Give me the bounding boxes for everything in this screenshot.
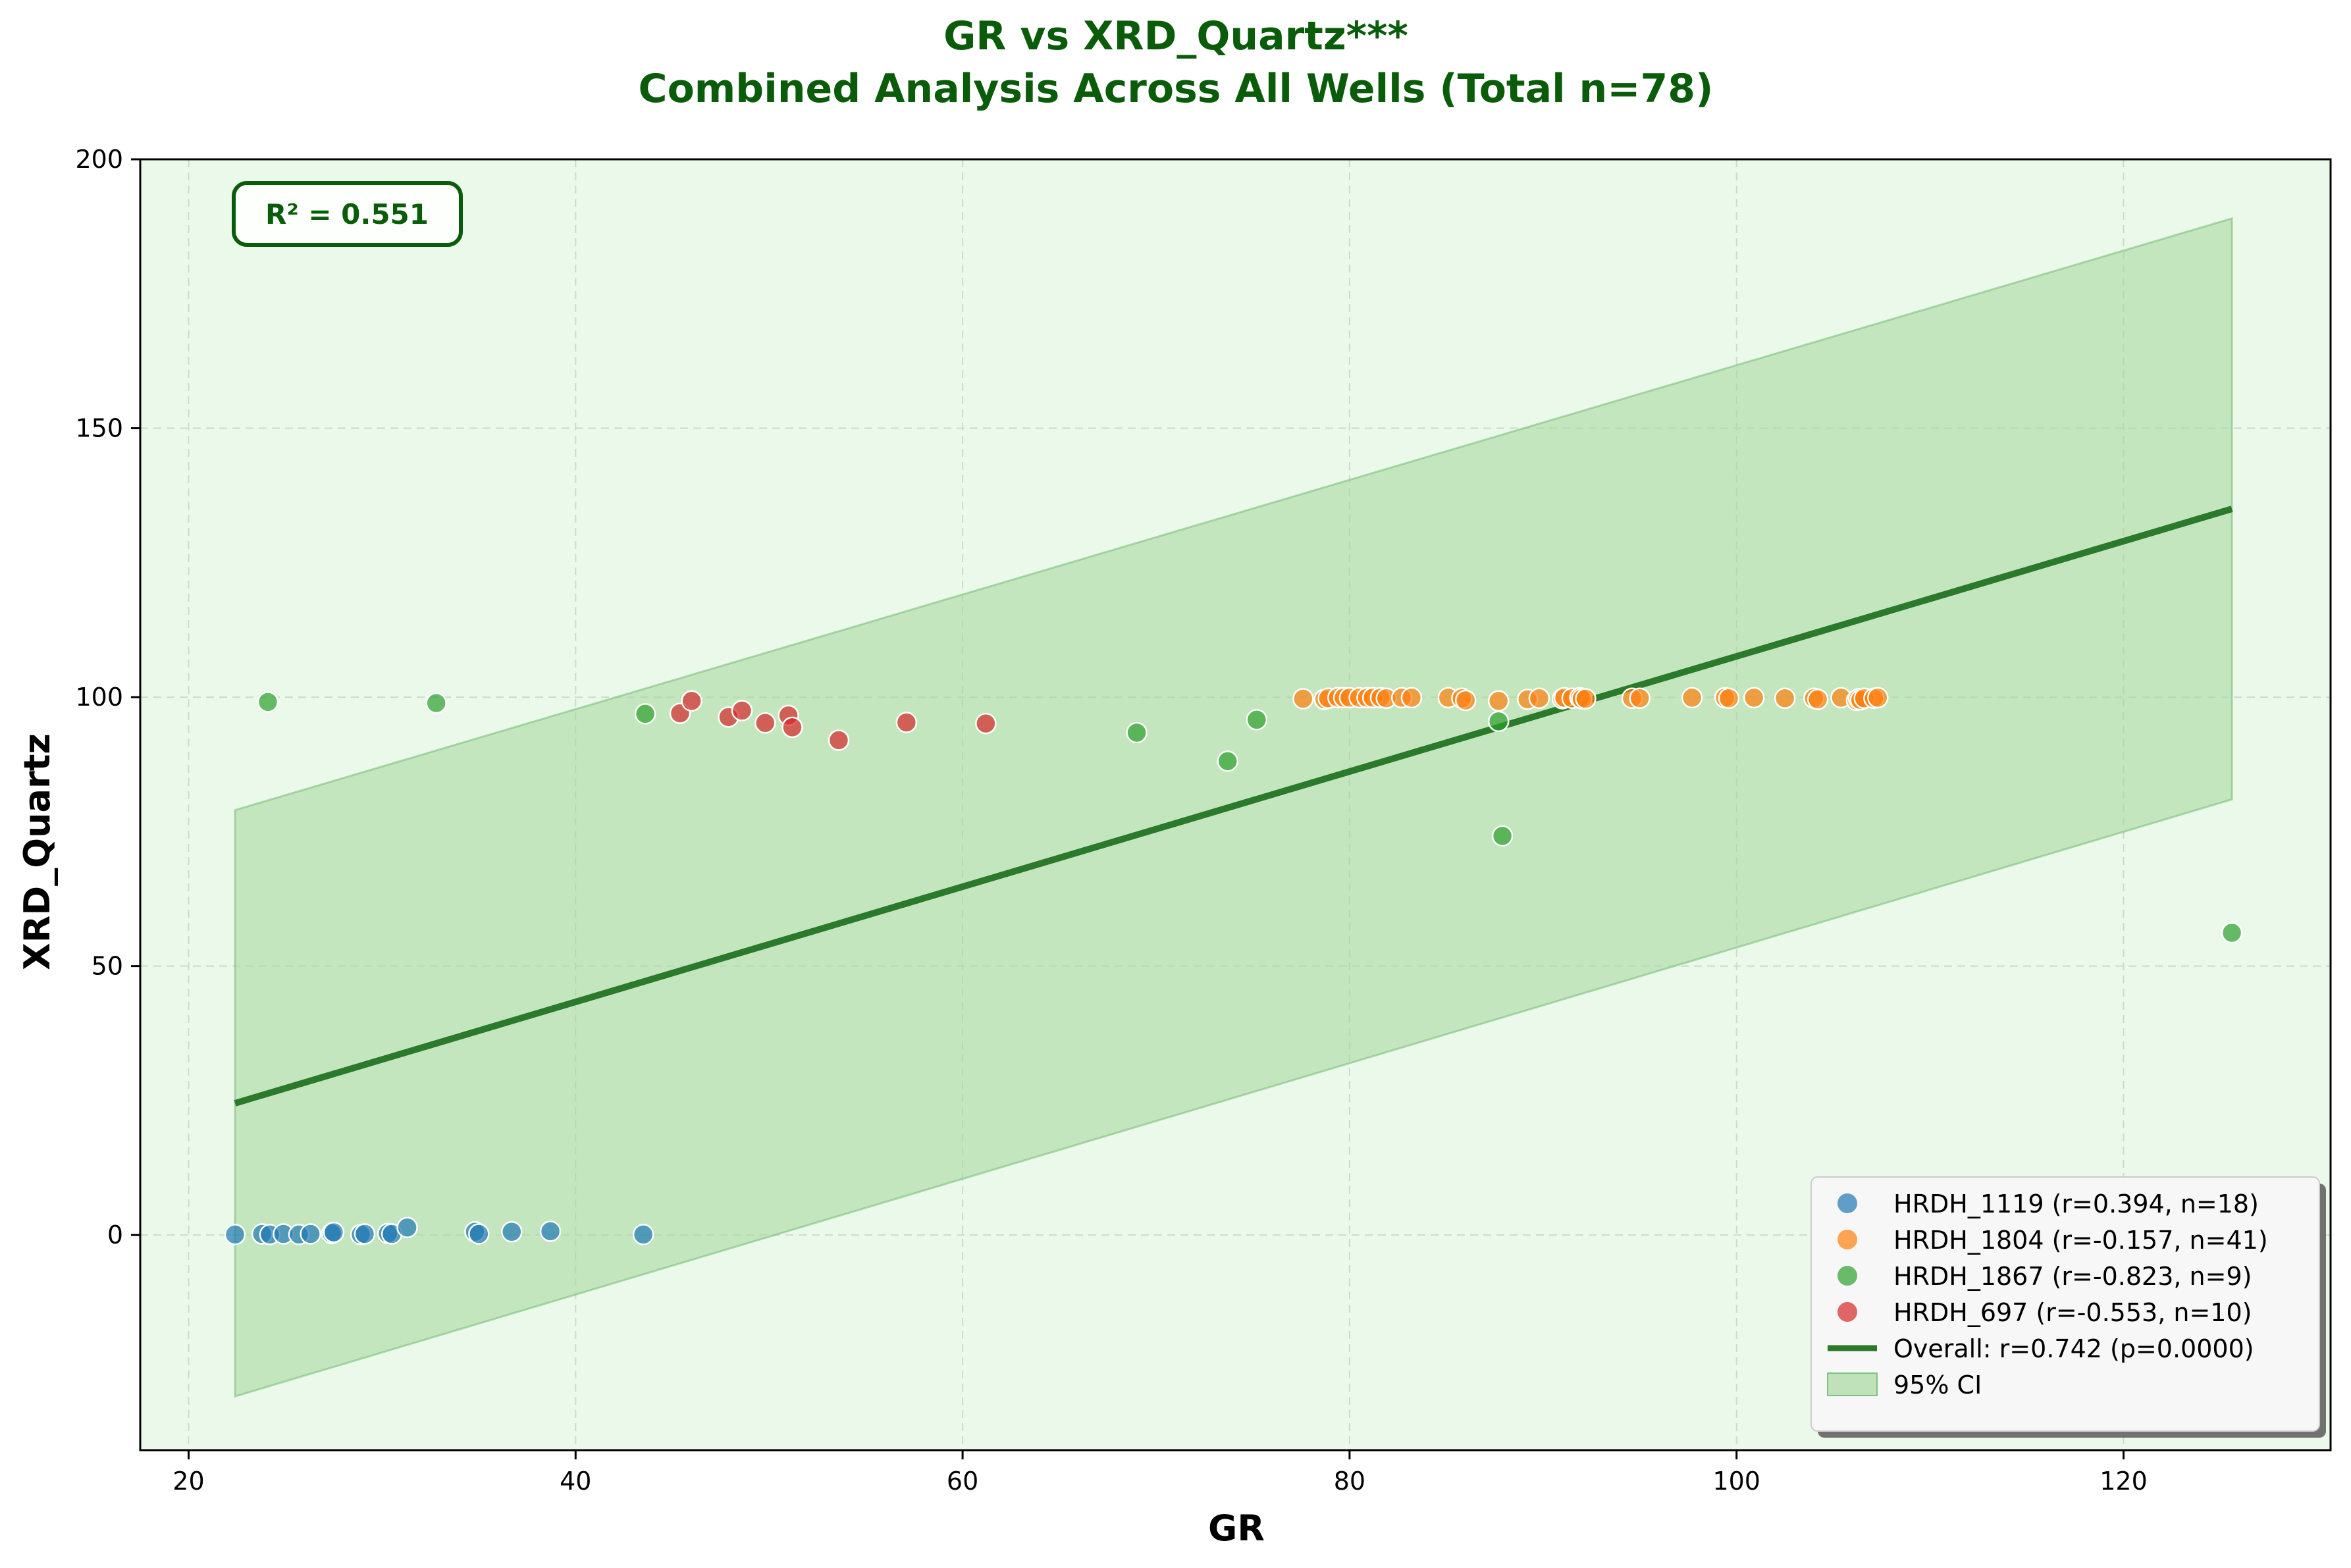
x-tick-label: 20 xyxy=(172,1467,204,1496)
data-point-series-4 xyxy=(681,690,702,712)
data-point-series-2 xyxy=(1774,687,1796,709)
x-axis-label: GR xyxy=(1208,1507,1265,1549)
data-point-series-2 xyxy=(1681,687,1703,709)
legend-label-series-1: HRDH_1119 (r=0.394, n=18) xyxy=(1893,1189,2259,1218)
y-tick-label: 0 xyxy=(107,1220,123,1249)
data-point-series-2 xyxy=(1292,688,1314,710)
chart-title: GR vs XRD_Quartz*** xyxy=(943,13,1408,59)
data-point-series-3 xyxy=(1217,750,1238,772)
plot-area: 20 40 60 80 100 120 0 50 100 150 200 R² = 0.551 xyxy=(75,145,2332,1496)
data-point-series-2 xyxy=(1400,687,1423,709)
data-point-series-1 xyxy=(323,1221,345,1243)
data-point-series-3 xyxy=(1126,721,1148,744)
regression-line xyxy=(234,506,2233,1107)
legend-marker-series-2 xyxy=(1837,1230,1857,1249)
data-point-series-2 xyxy=(1575,688,1597,710)
legend-label-series-2: HRDH_1804 (r=-0.157, n=41) xyxy=(1893,1226,2268,1255)
data-point-series-4 xyxy=(895,712,918,733)
y-tick-label: 150 xyxy=(75,414,123,443)
data-point-series-2 xyxy=(1807,689,1829,710)
data-point-series-1 xyxy=(396,1216,418,1238)
x-tick-label: 80 xyxy=(1334,1467,1365,1496)
x-tick-label: 120 xyxy=(2100,1467,2148,1496)
legend-box xyxy=(1810,1176,2320,1432)
data-point-series-1 xyxy=(501,1221,523,1243)
y-tick-label: 50 xyxy=(92,952,123,981)
legend-label-series-3: HRDH_1867 (r=-0.823, n=9) xyxy=(1893,1262,2252,1291)
data-point-series-1 xyxy=(224,1224,246,1245)
data-point-series-4 xyxy=(731,700,753,721)
data-point-series-2 xyxy=(1528,687,1550,709)
y-tick-label: 200 xyxy=(75,145,123,174)
data-point-series-3 xyxy=(1491,825,1514,847)
data-point-series-4 xyxy=(781,716,803,739)
y-axis-label: XRD_Quartz xyxy=(16,733,58,970)
data-point-series-3 xyxy=(1487,710,1510,733)
legend-label-series-4: HRDH_697 (r=-0.553, n=10) xyxy=(1893,1298,2252,1327)
legend-marker-series-4 xyxy=(1837,1302,1857,1322)
data-point-series-4 xyxy=(828,729,850,751)
legend-marker-ci xyxy=(1827,1372,1878,1396)
x-tick-label: 100 xyxy=(1712,1467,1760,1496)
axes-frame xyxy=(139,158,2332,1451)
data-point-series-3 xyxy=(1246,709,1268,731)
x-tick-label: 40 xyxy=(560,1467,591,1496)
r-squared-label: R² = 0.551 xyxy=(265,198,429,230)
data-point-series-2 xyxy=(1743,687,1765,709)
data-point-series-3 xyxy=(425,692,447,714)
data-point-series-1 xyxy=(468,1223,490,1245)
data-point-series-3 xyxy=(257,691,279,713)
data-point-series-3 xyxy=(2221,922,2243,944)
r-squared-box xyxy=(232,181,463,247)
data-point-series-4 xyxy=(754,712,776,734)
legend-marker-series-1 xyxy=(1837,1193,1857,1213)
legend-label-ci: 95% CI xyxy=(1893,1371,1982,1399)
data-point-series-2 xyxy=(1867,687,1889,709)
x-tick-label: 60 xyxy=(947,1467,978,1496)
data-point-series-3 xyxy=(634,703,656,725)
legend-label-fit: Overall: r=0.742 (p=0.0000) xyxy=(1893,1334,2254,1363)
data-point-series-2 xyxy=(1718,687,1740,709)
data-point-series-1 xyxy=(354,1223,376,1245)
data-point-series-1 xyxy=(300,1223,321,1245)
legend: HRDH_1119 (r=0.394, n=18) HRDH_1804 (r=-0… xyxy=(1810,1176,2326,1438)
chart-subtitle: Combined Analysis Across All Wells (Tota… xyxy=(639,66,1714,112)
data-point-series-2 xyxy=(1487,690,1510,712)
y-tick-label: 100 xyxy=(75,683,123,712)
data-point-series-1 xyxy=(539,1220,562,1242)
data-point-series-1 xyxy=(632,1224,654,1245)
legend-marker-series-3 xyxy=(1837,1266,1857,1286)
data-point-series-2 xyxy=(1454,689,1477,712)
data-point-series-2 xyxy=(1629,687,1651,709)
data-point-series-4 xyxy=(975,712,997,735)
